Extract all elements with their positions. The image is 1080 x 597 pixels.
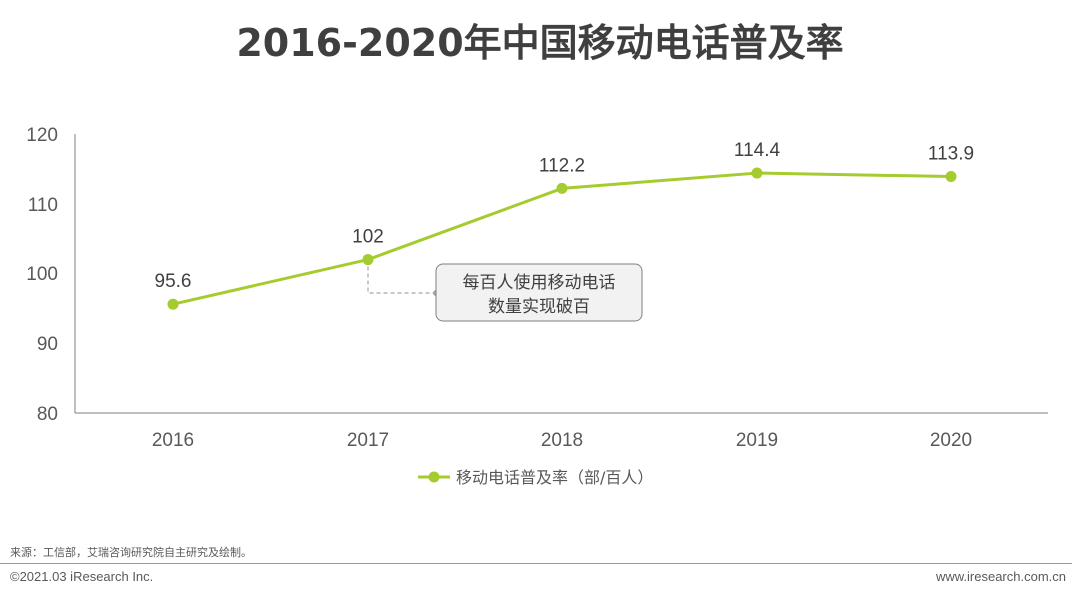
data-label: 114.4 bbox=[734, 140, 781, 161]
y-tick-label: 120 bbox=[26, 125, 58, 146]
x-tick-label: 2017 bbox=[347, 430, 389, 451]
footer-divider bbox=[0, 563, 1072, 564]
annotation-box bbox=[435, 263, 643, 322]
x-tick-label: 2020 bbox=[930, 430, 972, 451]
data-label: 95.6 bbox=[155, 271, 192, 292]
data-label: 112.2 bbox=[539, 155, 585, 176]
data-point bbox=[945, 171, 957, 183]
y-tick-label: 100 bbox=[26, 264, 58, 285]
website-link[interactable]: www.iresearch.com.cn bbox=[935, 569, 1066, 584]
x-tick-label: 2019 bbox=[736, 430, 778, 451]
annotation-text-line-1: 每百人使用移动电话 bbox=[463, 272, 616, 293]
y-tick-label: 80 bbox=[37, 404, 58, 425]
x-tick-label: 2016 bbox=[152, 430, 194, 451]
x-tick-labels: 2016 2017 2018 2019 2020 bbox=[152, 430, 972, 451]
chart-title: 2016-2020年中国移动电话普及率 bbox=[236, 21, 844, 65]
legend: 移动电话普及率（部/百人） bbox=[418, 468, 653, 487]
data-point bbox=[362, 254, 374, 266]
data-point bbox=[167, 298, 179, 310]
copyright-text: ©2021.03 iResearch Inc. bbox=[10, 569, 154, 584]
data-point bbox=[556, 182, 568, 194]
annotation-leader-line bbox=[367, 266, 436, 294]
data-label: 102 bbox=[352, 227, 384, 248]
source-note: 来源：工信部，艾瑞咨询研究院自主研究及绘制。 bbox=[10, 546, 252, 559]
annotation-callout: 每百人使用移动电话 数量实现破百 bbox=[367, 263, 643, 322]
legend-dot-marker bbox=[428, 471, 440, 483]
legend-label: 移动电话普及率（部/百人） bbox=[456, 468, 653, 487]
series-group: 95.6 102 112.2 114.4 113.9 bbox=[155, 140, 974, 310]
x-tick-label: 2018 bbox=[541, 430, 583, 451]
y-tick-label: 110 bbox=[28, 195, 58, 216]
y-tick-labels: 80 90 100 110 120 bbox=[26, 125, 58, 425]
y-tick-label: 90 bbox=[37, 334, 58, 355]
data-label: 113.9 bbox=[928, 144, 974, 165]
data-point bbox=[751, 167, 763, 179]
annotation-text-line-2: 数量实现破百 bbox=[488, 297, 590, 317]
